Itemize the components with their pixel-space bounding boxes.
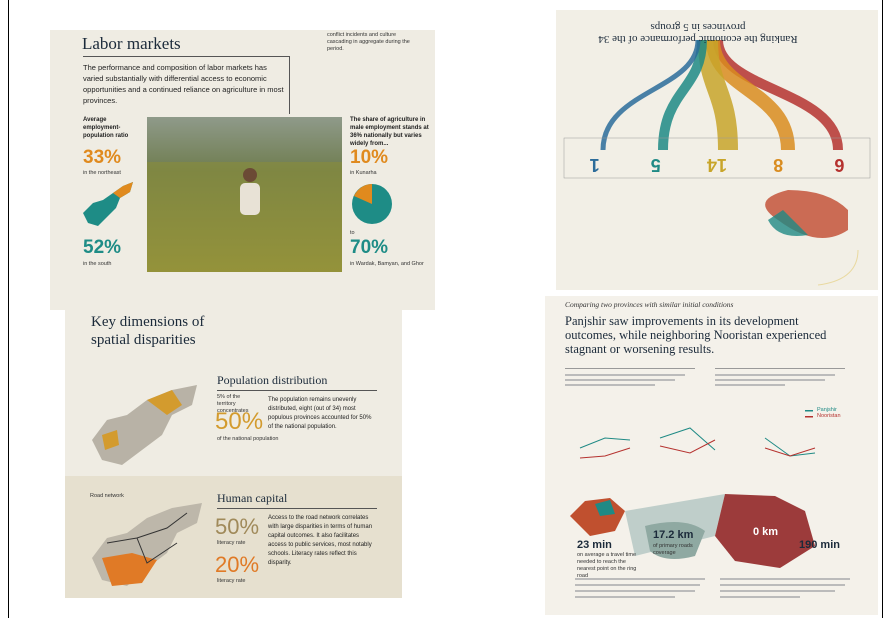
- stat: 50%: [215, 514, 259, 540]
- comparison-panel: Comparing two provinces with similar ini…: [545, 296, 878, 615]
- mini-charts: [565, 368, 865, 478]
- map: [87, 380, 207, 470]
- rule: [217, 390, 377, 391]
- side-note: conflict incidents and culture cascading…: [327, 32, 417, 53]
- connector: to: [350, 230, 355, 237]
- caption: literacy rate: [217, 578, 245, 585]
- paragraph: The population remains unevenly distribu…: [268, 396, 373, 432]
- stat: 23 min: [577, 539, 612, 551]
- group-count: 8: [748, 154, 809, 175]
- labor-markets-panel: Labor markets conflict incidents and cul…: [50, 30, 435, 310]
- stat: 10%: [350, 147, 388, 169]
- photo: [147, 117, 342, 272]
- panel-title: Labor markets: [82, 34, 181, 54]
- panel-title: Key dimensions of spatial disparities: [91, 313, 241, 349]
- stat: 0 km: [753, 526, 778, 538]
- label: The share of agriculture in male employm…: [350, 116, 430, 148]
- rule: [83, 56, 289, 57]
- collage: Labor markets conflict incidents and cul…: [0, 0, 888, 618]
- spatial-panel: Key dimensions of spatial disparities Po…: [65, 308, 402, 598]
- caption: on average a travel time needed to reach…: [577, 552, 637, 580]
- group-count: 5: [625, 154, 686, 175]
- text-lines: [575, 578, 865, 608]
- panel-title: Ranking the economic performance of the …: [578, 21, 818, 45]
- stat: 50%: [215, 408, 263, 436]
- caption: of primary roads coverage: [653, 543, 693, 557]
- section-heading: Human capital: [217, 491, 287, 506]
- legend-entry: Nooristan: [817, 413, 841, 419]
- intro: The performance and composition of labor…: [83, 62, 288, 106]
- frame-line: [882, 0, 883, 618]
- stat-caption: in the south: [83, 261, 111, 268]
- section-heading: Population distribution: [217, 373, 327, 388]
- map: [87, 498, 212, 598]
- map: [78, 178, 138, 233]
- stat-caption: in Wardak, Bamyan, and Ghor: [350, 261, 424, 268]
- caption: literacy rate: [217, 540, 245, 547]
- frame-line: [8, 0, 9, 618]
- pie: [350, 180, 395, 230]
- group-count: 6: [809, 154, 870, 175]
- group-count: 14: [686, 154, 747, 175]
- rule: [217, 508, 377, 509]
- flow-diagram: [556, 10, 878, 290]
- rule: [289, 56, 290, 114]
- stat-caption: in Kunarha: [350, 170, 377, 177]
- panel-title: Panjshir saw improvements in its develop…: [565, 314, 845, 356]
- caption: of the national population: [217, 436, 278, 443]
- stat: 20%: [215, 552, 259, 578]
- kicker: Comparing two provinces with similar ini…: [565, 300, 733, 309]
- stat: 190 min: [799, 539, 840, 551]
- stat: 70%: [350, 237, 388, 259]
- paragraph: Access to the road network correlates wi…: [268, 514, 376, 568]
- stat: 17.2 km: [653, 529, 693, 541]
- stat: 33%: [83, 147, 121, 169]
- label: Average employment-population ratio: [83, 116, 141, 140]
- stat: 52%: [83, 237, 121, 259]
- group-count: 1: [564, 154, 625, 175]
- stat-caption: in the northeast: [83, 170, 121, 177]
